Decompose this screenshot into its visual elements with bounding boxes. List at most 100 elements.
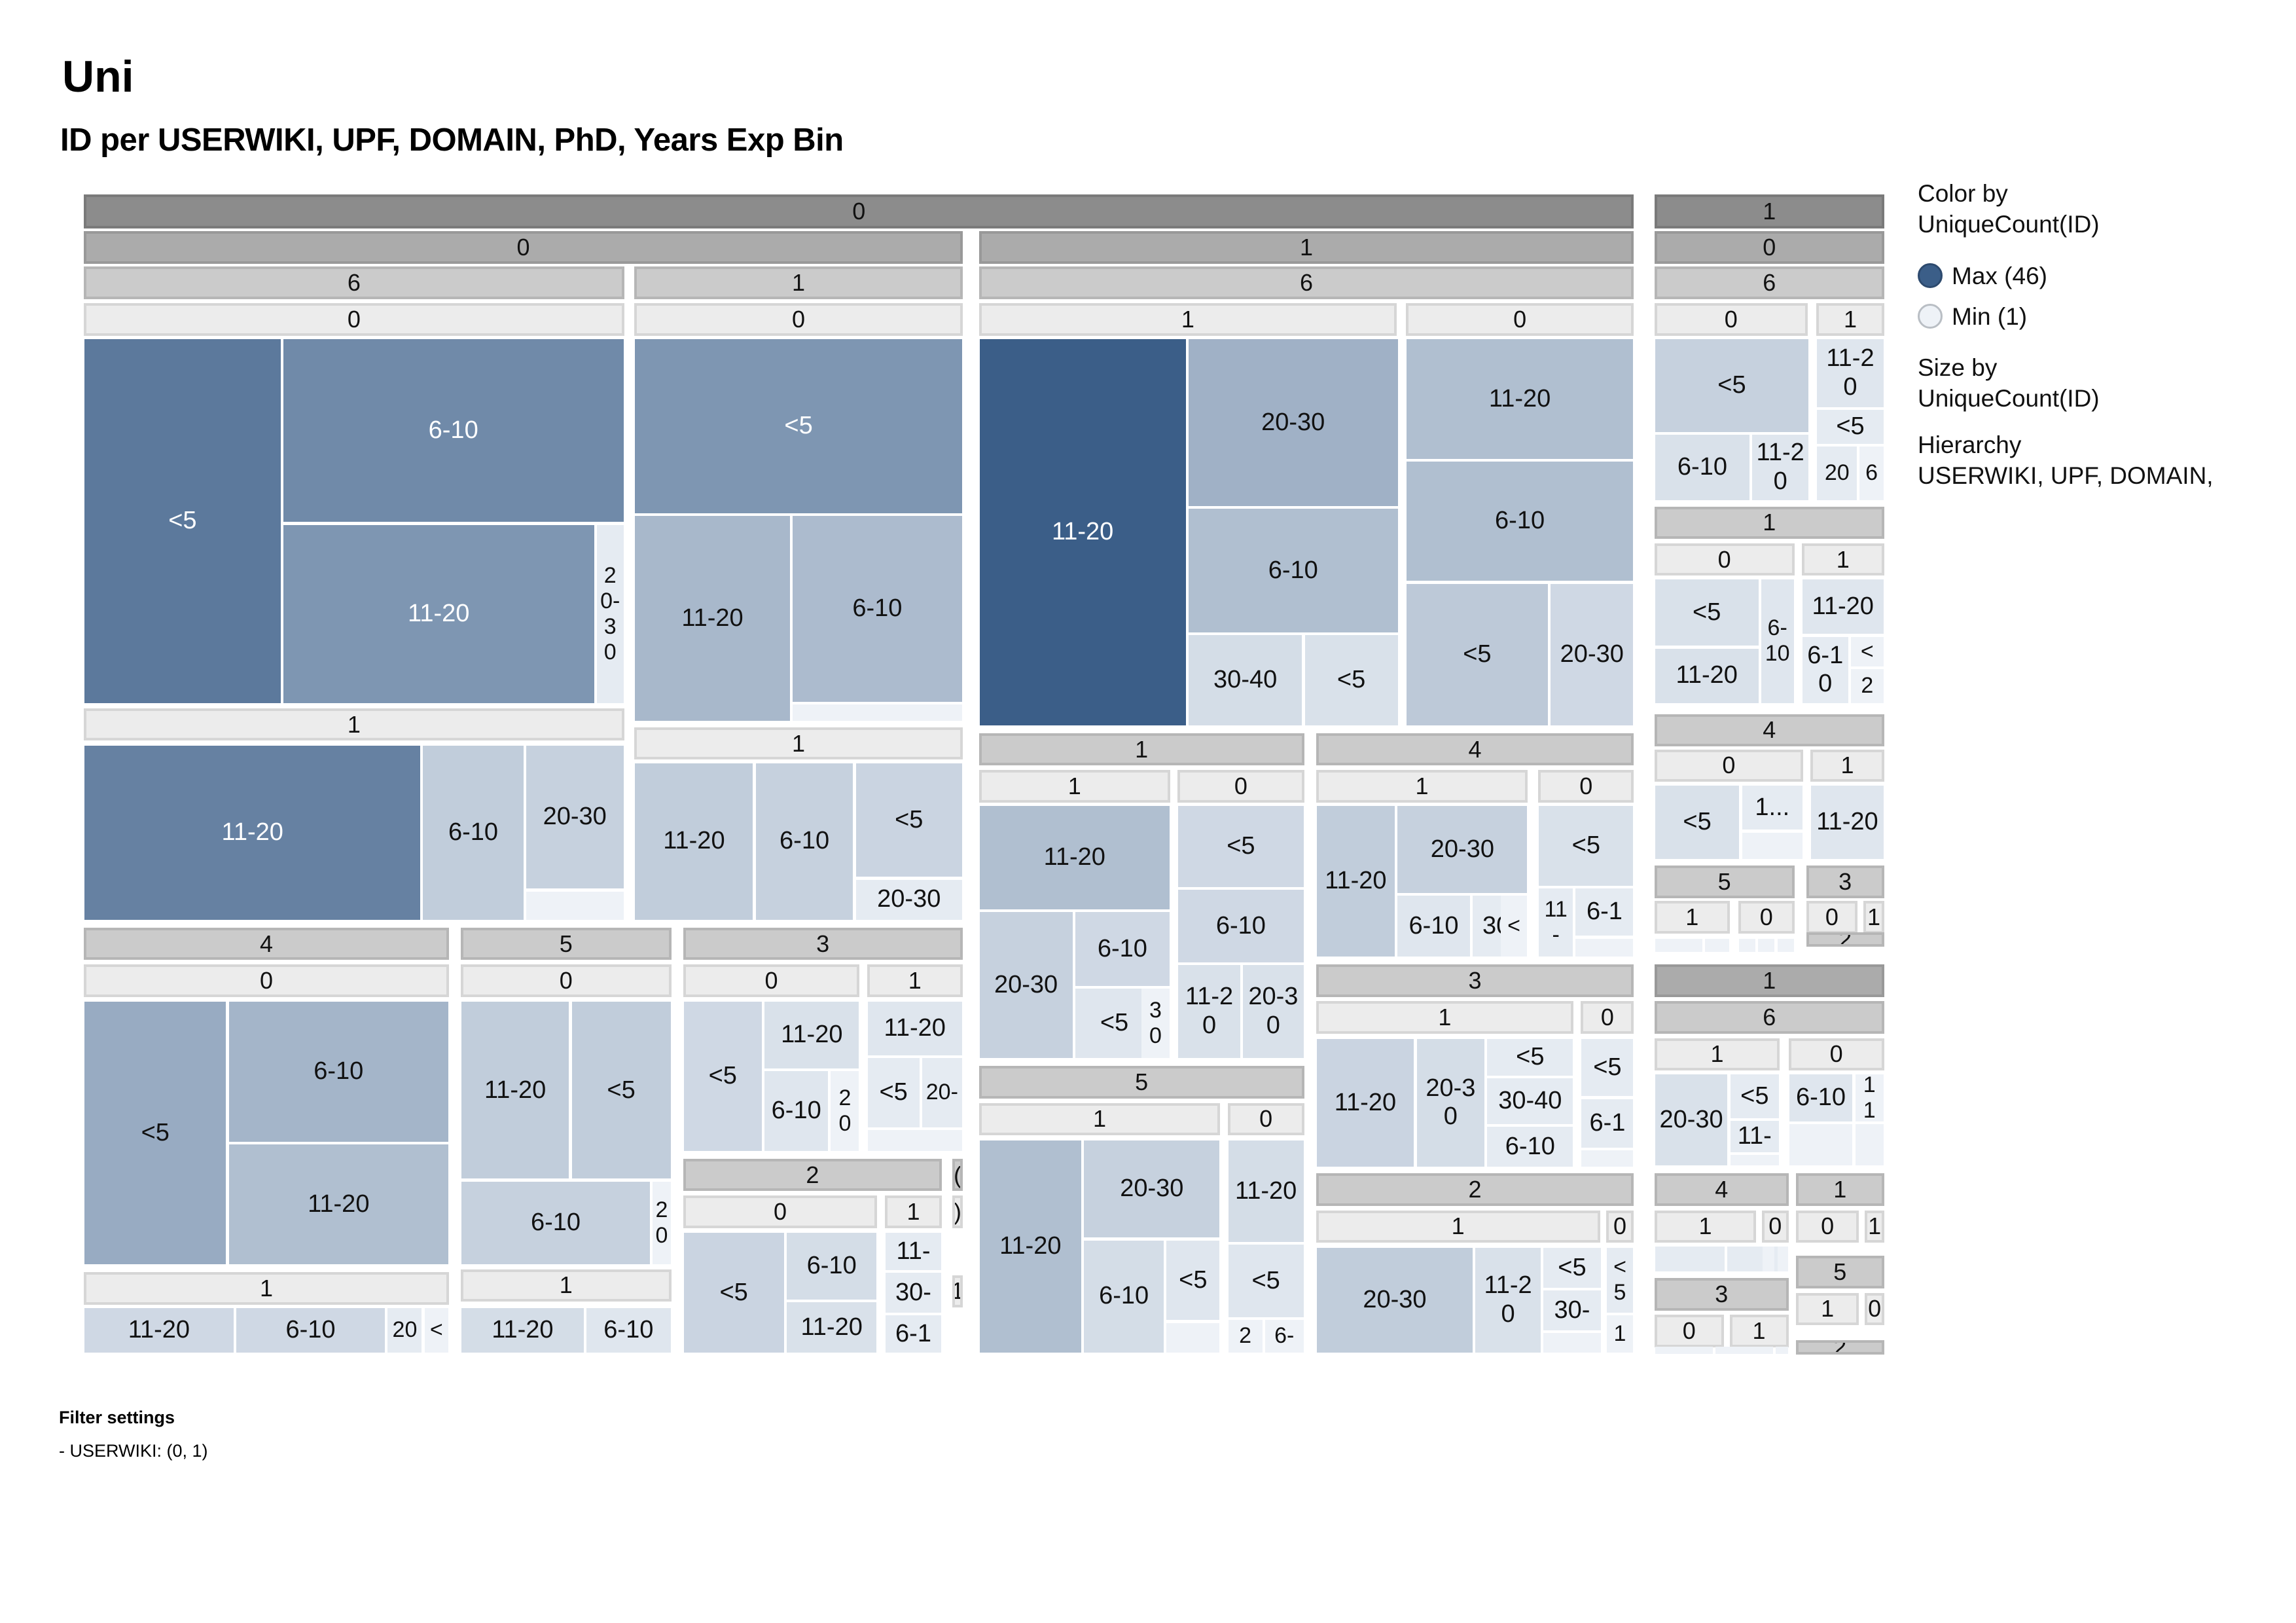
treemap-leaf[interactable]: 20 — [1817, 447, 1857, 500]
treemap-leaf[interactable]: 6-10 — [423, 745, 524, 920]
treemap-leaf[interactable] — [1705, 938, 1729, 953]
treemap-header-level-3[interactable]: 1 — [978, 1103, 1221, 1135]
treemap-leaf[interactable]: <5 — [867, 1057, 920, 1127]
treemap-leaf[interactable]: <5 — [1539, 806, 1634, 886]
treemap-leaf[interactable]: 6-10 — [1188, 508, 1398, 633]
treemap-header-level-3[interactable]: 0 — [1405, 303, 1634, 336]
treemap-header-level-2[interactable]: 4 — [1316, 733, 1634, 766]
treemap-header-level-3[interactable]: 0 — [1762, 1210, 1789, 1243]
treemap-leaf[interactable]: 20-30 — [1243, 965, 1304, 1059]
treemap-leaf[interactable]: 11-20 — [84, 745, 421, 920]
treemap-leaf[interactable]: <5 — [1166, 1240, 1220, 1321]
treemap-header-level-2[interactable]: 2 — [683, 1158, 942, 1192]
treemap-leaf[interactable]: 6-10 — [1084, 1240, 1164, 1353]
treemap-leaf[interactable]: <5 — [1655, 339, 1809, 433]
treemap-leaf[interactable]: 20 — [653, 1181, 671, 1264]
treemap-header-level-2[interactable]: 1 — [1795, 1173, 1884, 1206]
treemap-header-level-3[interactable]: 1 — [1654, 901, 1730, 934]
treemap-leaf[interactable] — [1655, 938, 1703, 953]
treemap-header-level-2[interactable]: 5 — [1654, 866, 1795, 898]
treemap-header-level-3[interactable]: 1 — [978, 770, 1170, 803]
treemap-leaf[interactable]: 6-10 — [1397, 896, 1470, 957]
treemap-leaf[interactable]: 6-10 — [1406, 461, 1634, 581]
treemap-leaf[interactable]: <5 — [1406, 583, 1548, 725]
treemap-leaf[interactable] — [1575, 938, 1634, 957]
treemap-leaf[interactable] — [1776, 1346, 1788, 1355]
treemap-header-level-2[interactable]: 2 — [1316, 1173, 1634, 1206]
treemap-leaf[interactable]: <5 — [1655, 579, 1759, 646]
treemap-leaf[interactable]: 11-20 — [635, 763, 753, 920]
treemap-header-level-3[interactable]: 1 — [634, 727, 963, 760]
treemap-header-level-3[interactable]: 1 — [978, 303, 1397, 336]
treemap-leaf[interactable] — [1730, 1155, 1780, 1166]
treemap-leaf[interactable] — [1855, 1123, 1884, 1166]
treemap-leaf[interactable] — [1655, 1246, 1725, 1272]
treemap-header-level-3[interactable]: 1 — [1316, 770, 1528, 803]
treemap-leaf[interactable]: 6-10 — [1487, 1127, 1573, 1167]
treemap-leaf[interactable]: 11-20 — [1752, 435, 1808, 500]
treemap-leaf[interactable]: 11- — [1730, 1121, 1780, 1152]
treemap-leaf[interactable]: 6-10 — [1178, 890, 1304, 962]
treemap-leaf[interactable]: <5 — [1606, 1247, 1634, 1313]
treemap-leaf[interactable]: 11-20 — [1811, 785, 1884, 860]
treemap-leaf[interactable]: 20 — [831, 1071, 859, 1151]
treemap-header-level-0[interactable]: 0 — [84, 194, 1634, 228]
treemap-leaf[interactable]: 11- — [885, 1233, 942, 1270]
treemap-leaf[interactable]: <5 — [1730, 1074, 1780, 1119]
treemap-leaf[interactable]: 20-30 — [1188, 339, 1398, 506]
treemap-leaf[interactable]: 6-10 — [1789, 1074, 1853, 1122]
treemap-header-level-3[interactable]: 1 — [84, 1272, 449, 1305]
treemap-leaf[interactable]: 1 — [1606, 1315, 1634, 1353]
treemap-leaf[interactable]: 11-20 — [228, 1144, 448, 1264]
treemap-leaf[interactable]: < — [1850, 636, 1884, 666]
treemap-header-level-3[interactable]: 0 — [1654, 303, 1808, 336]
treemap-header-level-3[interactable]: 0 — [683, 1195, 878, 1228]
treemap-leaf[interactable]: 6 — [1859, 447, 1884, 500]
treemap-leaf[interactable]: 20-30 — [526, 745, 624, 889]
treemap-leaf[interactable] — [1758, 938, 1775, 953]
treemap-leaf[interactable] — [1543, 1333, 1601, 1353]
treemap-header-level-3[interactable]: 0 — [1227, 1103, 1304, 1135]
treemap-header-level-2[interactable]: 2 — [1795, 1340, 1884, 1355]
treemap-leaf[interactable]: 11-20 — [1316, 1038, 1414, 1167]
treemap-header-level-3[interactable]: 0 — [1605, 1210, 1634, 1243]
treemap-header-level-3[interactable]: 0 — [634, 303, 963, 336]
treemap-header-level-2[interactable]: 6 — [1654, 1001, 1884, 1034]
treemap-leaf[interactable]: 6-10 — [792, 516, 962, 702]
treemap-leaf[interactable]: 6-1 — [1581, 1099, 1634, 1148]
treemap-leaf[interactable]: 6-10 — [1655, 435, 1750, 500]
treemap-leaf[interactable]: <5 — [635, 339, 962, 513]
treemap-header-level-3[interactable]: 1 — [1654, 1210, 1757, 1243]
treemap-header-level-1[interactable]: 0 — [1654, 231, 1884, 264]
treemap-header-level-3[interactable]: 0 — [1795, 1210, 1859, 1243]
treemap-leaf[interactable]: 20-30 — [596, 524, 624, 704]
treemap-header-level-3[interactable]: 1 — [1863, 901, 1884, 934]
treemap-leaf[interactable] — [1742, 832, 1803, 860]
treemap-leaf[interactable]: 11-20 — [1316, 806, 1395, 957]
treemap-leaf[interactable]: 11-20 — [1228, 1140, 1304, 1243]
treemap-leaf[interactable]: <5 — [1487, 1038, 1573, 1076]
treemap-leaf[interactable]: 11-20 — [979, 1140, 1081, 1353]
treemap-header-level-1[interactable]: 0 — [84, 231, 963, 264]
treemap-leaf[interactable]: 6- — [1265, 1320, 1304, 1353]
treemap-leaf[interactable]: 6-10 — [228, 1002, 448, 1142]
treemap-leaf[interactable] — [526, 891, 624, 920]
treemap-leaf[interactable] — [1730, 1346, 1774, 1355]
treemap-leaf[interactable]: 6-10 — [1802, 636, 1848, 704]
treemap-leaf[interactable]: <5 — [84, 1002, 226, 1264]
treemap-leaf[interactable]: 6-10 — [1761, 579, 1794, 703]
treemap-leaf[interactable]: 20-30 — [1397, 806, 1528, 894]
treemap-leaf[interactable]: 1... — [1742, 785, 1803, 830]
treemap-leaf[interactable] — [1715, 1346, 1736, 1355]
treemap-leaf[interactable]: <5 — [1075, 989, 1154, 1059]
treemap-leaf[interactable]: 6-10 — [236, 1308, 386, 1353]
treemap-leaf[interactable]: 30-40 — [1188, 635, 1302, 725]
treemap-header-level-3[interactable]: 1 — [867, 964, 963, 997]
treemap-leaf[interactable]: 6-10 — [586, 1308, 671, 1353]
treemap-header-level-3[interactable]: 1 — [1865, 1210, 1884, 1243]
treemap-header-level-3[interactable]: 1 — [1810, 749, 1884, 782]
treemap-header-level-3[interactable]: 1 — [1654, 1038, 1780, 1070]
treemap-leaf[interactable] — [1581, 1150, 1634, 1167]
treemap-header-level-2[interactable]: 2 — [1806, 932, 1884, 947]
treemap-leaf[interactable]: <5 — [1304, 635, 1398, 725]
